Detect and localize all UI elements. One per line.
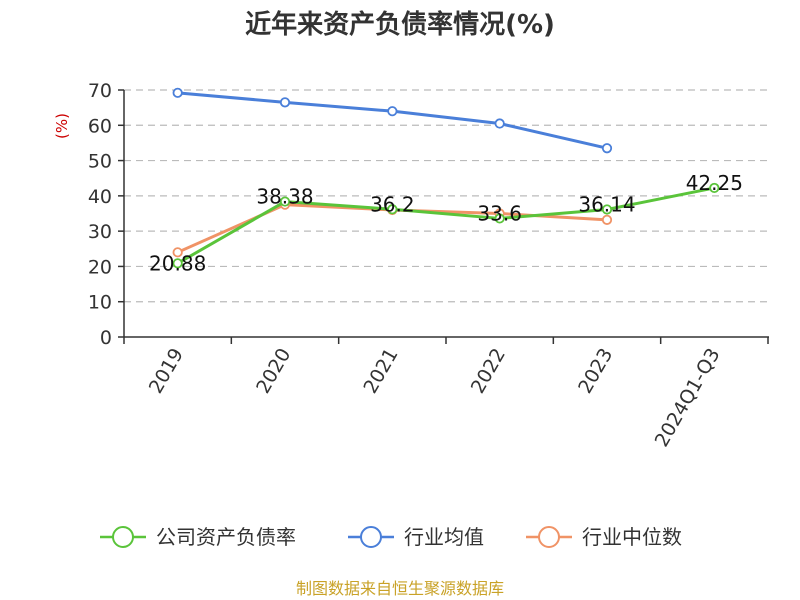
- data-label: 42.25: [686, 171, 743, 195]
- y-axis-label: (%): [53, 113, 71, 139]
- data-point: [172, 87, 183, 98]
- data-labels: 20.88 38.38 36.2 33.6 36.14 42.25: [149, 171, 743, 275]
- data-point: [279, 196, 291, 207]
- legend-label: 行业中位数: [582, 525, 682, 549]
- series-lines: [172, 87, 720, 269]
- legend-label: 公司资产负债率: [156, 525, 296, 549]
- x-tick-label: 2022: [467, 344, 510, 397]
- data-point: [172, 247, 183, 258]
- source-note: 制图数据来自恒生聚源数据库: [296, 579, 504, 598]
- data-point: [387, 106, 398, 117]
- data-label: 33.6: [477, 201, 522, 225]
- legend-marker-icon: [538, 526, 560, 548]
- legend-item[interactable]: 行业均值: [348, 525, 484, 549]
- series-1: [172, 87, 613, 154]
- data-point: [494, 213, 505, 224]
- legend-item[interactable]: 公司资产负债率: [100, 525, 296, 549]
- legend-label: 行业均值: [404, 525, 484, 549]
- data-point: [172, 258, 183, 269]
- y-tick-label: 0: [100, 327, 112, 349]
- data-point: [279, 97, 291, 108]
- legend-marker-icon: [112, 526, 134, 548]
- x-tick-label: 2024Q1-Q3: [651, 345, 725, 451]
- series-line: [176, 186, 716, 265]
- data-label: 36.2: [370, 192, 415, 216]
- y-tick-label: 60: [88, 115, 112, 137]
- data-point: [494, 118, 505, 129]
- series-0: [172, 182, 720, 269]
- y-tick-label: 10: [88, 292, 112, 314]
- data-point: [709, 182, 720, 194]
- legend: 公司资产负债率 行业均值 行业中位数: [100, 525, 682, 549]
- legend-marker-icon: [360, 526, 382, 548]
- x-tick-label: 2021: [359, 345, 402, 398]
- data-label: 38.38: [256, 185, 313, 209]
- legend-item[interactable]: 行业中位数: [526, 525, 682, 549]
- x-tick-label: 2020: [252, 345, 295, 398]
- y-tick-label: 30: [88, 221, 112, 243]
- y-tick-label: 40: [88, 186, 112, 208]
- data-point: [601, 204, 613, 215]
- data-label: 20.88: [149, 251, 206, 275]
- y-tick-label: 20: [88, 256, 112, 278]
- x-tick-label: 2023: [574, 345, 617, 398]
- x-tick-label: 2019: [145, 345, 188, 398]
- data-point: [387, 204, 398, 215]
- data-point: [601, 214, 613, 225]
- series-line: [176, 91, 609, 150]
- y-tick-label: 50: [88, 151, 112, 173]
- data-point: [601, 143, 613, 154]
- chart-title: 近年来资产负债率情况(%): [245, 9, 555, 40]
- y-tick-label: 70: [88, 80, 112, 102]
- data-label: 36.14: [578, 192, 635, 216]
